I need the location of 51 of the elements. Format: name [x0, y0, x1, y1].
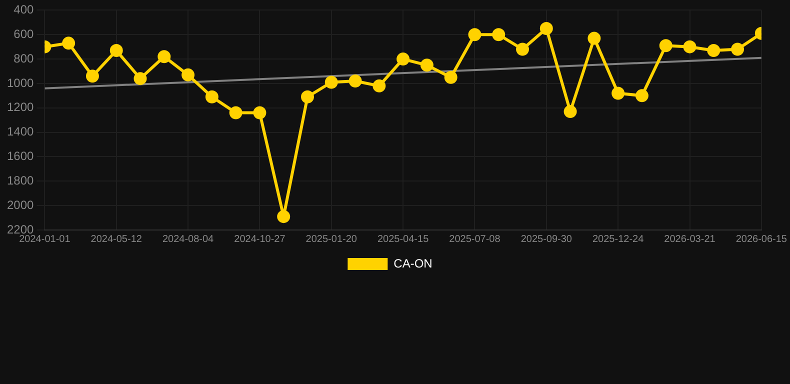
point — [324, 76, 338, 89]
y-tick-label: 1800 — [6, 173, 34, 188]
x-tick-label: 2025-01-20 — [306, 234, 358, 245]
point — [564, 105, 577, 118]
point — [516, 42, 530, 56]
point — [468, 28, 482, 42]
y-tick-label: 800 — [14, 51, 34, 66]
point — [444, 70, 458, 84]
x-tick-label: 2024-01-01 — [19, 234, 71, 245]
point — [86, 70, 99, 83]
y-tick-label: 600 — [14, 26, 34, 41]
point — [372, 79, 386, 92]
point — [683, 40, 696, 54]
point — [300, 90, 314, 104]
point — [707, 44, 720, 57]
point — [348, 74, 362, 88]
x-tick-label: 2025-09-30 — [520, 234, 572, 245]
point — [420, 58, 434, 72]
y-tick-label: 1000 — [6, 76, 34, 90]
x-tick-label: 2026-06-15 — [736, 234, 788, 245]
x-tick-label: 2025-04-15 — [377, 234, 430, 245]
point — [110, 44, 123, 57]
y-tick-label: 2000 — [6, 198, 34, 212]
point — [205, 90, 218, 104]
x-tick-label: 2025-12-24 — [592, 234, 644, 245]
point — [134, 72, 147, 86]
y-tick-label: 1400 — [6, 124, 34, 139]
x-tick-label: 2024-05-12 — [90, 234, 142, 245]
x-tick-label: 2024-10-27 — [234, 234, 286, 245]
y-tick-label: 2200 — [6, 222, 34, 236]
y-tick-label: 1600 — [6, 149, 34, 164]
point — [253, 106, 266, 120]
point — [277, 210, 290, 224]
point — [540, 22, 553, 36]
x-tick-label: 2024-08-04 — [162, 234, 214, 245]
point — [62, 36, 76, 50]
point — [158, 50, 171, 64]
point — [612, 86, 625, 100]
legend-label: CA-ON — [394, 256, 432, 270]
x-tick-label: 2025-07-08 — [449, 234, 501, 245]
point — [396, 52, 410, 66]
y-tick-label: 1200 — [6, 100, 34, 114]
point — [659, 39, 672, 52]
point — [229, 106, 242, 120]
x-tick-label: 2026-03-21 — [664, 234, 716, 245]
point — [182, 68, 195, 82]
point — [635, 89, 648, 102]
point — [588, 32, 601, 45]
point — [492, 28, 506, 42]
y-tick-label: 400 — [14, 2, 34, 17]
point — [731, 42, 744, 56]
